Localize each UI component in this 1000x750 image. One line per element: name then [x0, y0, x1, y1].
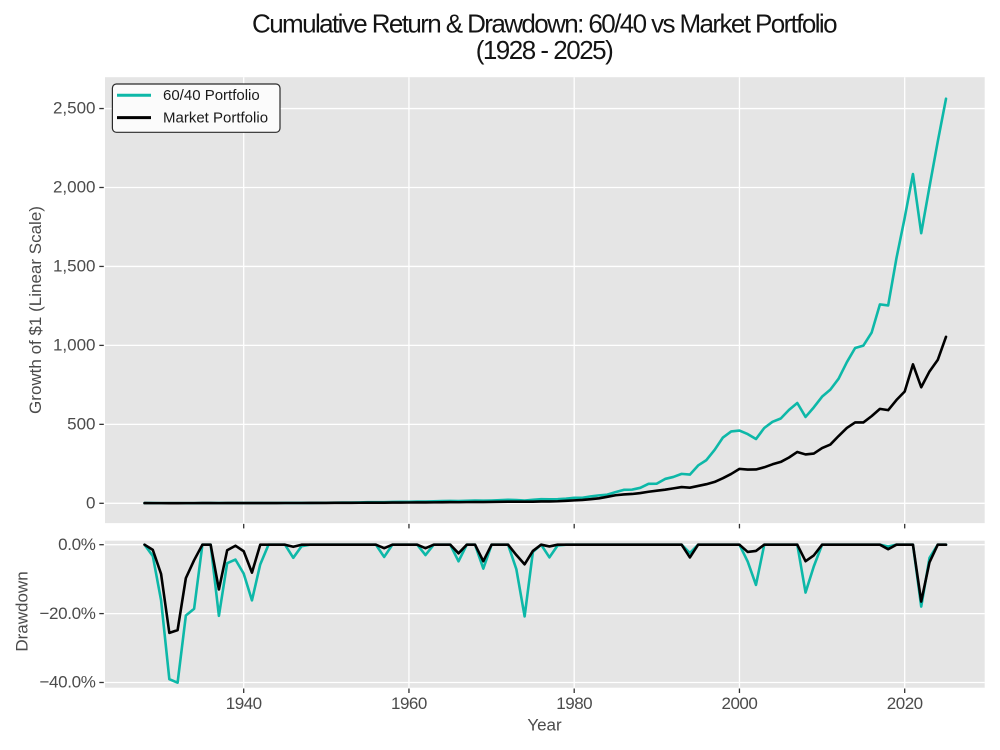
- svg-text:−40.0%: −40.0%: [39, 673, 95, 692]
- svg-text:Growth of $1 (Linear Scale): Growth of $1 (Linear Scale): [26, 206, 45, 414]
- svg-text:Year: Year: [527, 716, 562, 735]
- svg-text:2,500: 2,500: [53, 99, 96, 118]
- svg-text:0.0%: 0.0%: [58, 535, 96, 554]
- svg-text:Drawdown: Drawdown: [13, 571, 32, 651]
- svg-text:500: 500: [67, 415, 95, 434]
- svg-text:1980: 1980: [556, 694, 592, 713]
- svg-text:1,000: 1,000: [53, 336, 96, 355]
- svg-text:2020: 2020: [887, 694, 923, 713]
- svg-text:−20.0%: −20.0%: [39, 604, 95, 623]
- svg-text:(1928 - 2025): (1928 - 2025): [476, 35, 613, 65]
- svg-text:1940: 1940: [226, 694, 262, 713]
- svg-text:0: 0: [86, 494, 95, 513]
- svg-text:2,000: 2,000: [53, 178, 96, 197]
- svg-text:60/40 Portfolio: 60/40 Portfolio: [163, 87, 260, 104]
- svg-text:Market Portfolio: Market Portfolio: [163, 109, 268, 126]
- svg-text:1960: 1960: [391, 694, 427, 713]
- svg-text:2000: 2000: [721, 694, 757, 713]
- svg-text:1,500: 1,500: [53, 257, 96, 276]
- svg-text:Cumulative Return & Drawdown:: Cumulative Return & Drawdown: 60/40 vs M…: [252, 8, 837, 38]
